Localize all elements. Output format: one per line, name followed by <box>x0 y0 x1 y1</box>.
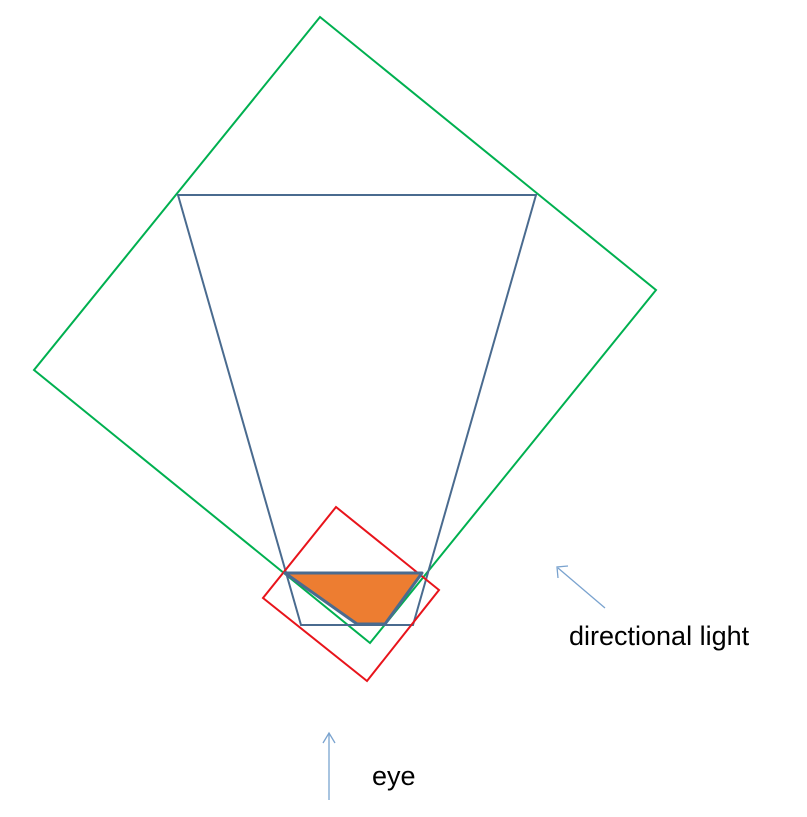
eye-arrow-icon <box>322 731 336 800</box>
light-space-bounding-box <box>32 15 658 645</box>
directional-light-label: directional light <box>569 621 750 651</box>
view-frustum <box>176 194 538 626</box>
eye-label: eye <box>372 761 416 791</box>
intersection-region <box>283 571 424 626</box>
directional-light-arrow-icon <box>556 565 606 609</box>
tight-bounding-box <box>261 505 441 683</box>
